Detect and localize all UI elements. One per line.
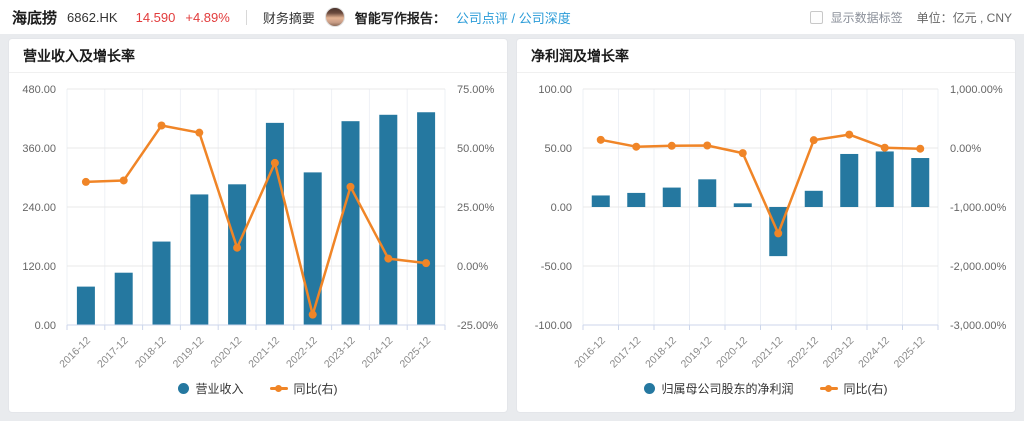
legend-line-marker-icon bbox=[819, 384, 838, 392]
stock-change-percent: +4.89% bbox=[185, 9, 230, 25]
stock-code: 6862.HK bbox=[67, 9, 118, 25]
ai-report-label: 智能写作报告： bbox=[354, 10, 446, 26]
svg-text:0.00: 0.00 bbox=[35, 320, 56, 332]
svg-text:1,000.00%: 1,000.00% bbox=[950, 84, 1003, 96]
company-comment-link[interactable]: 公司点评 bbox=[455, 10, 508, 26]
show-data-labels-checkbox[interactable] bbox=[809, 10, 823, 24]
left-axis-labels: 100.00 50.00 0.00 -50.00 -100.00 bbox=[535, 84, 572, 332]
svg-text:360.00: 360.00 bbox=[22, 143, 56, 155]
net-profit-chart-card: 净利润及增长率 100.00 50.00 0.00 -50.00 -100.00 1,00… bbox=[516, 38, 1016, 413]
right-axis-labels: 75.00% 50.00% 25.00% 0.00% -25.00% bbox=[457, 84, 498, 332]
svg-text:0.00: 0.00 bbox=[551, 202, 572, 214]
svg-text:2018-12: 2018-12 bbox=[133, 335, 169, 371]
legend-line-marker-icon bbox=[269, 384, 288, 392]
financial-summary-link[interactable]: 财务摘要 bbox=[262, 10, 315, 26]
x-axis bbox=[66, 324, 446, 330]
revenue-chart-card: 营业收入及增长率 480.00 360.00 240.00 120.00 0.00 75.… bbox=[8, 38, 508, 413]
svg-text:2017-12: 2017-12 bbox=[608, 335, 644, 371]
stock-info: 海底捞 6862.HK 14.590 +4.89% 财务摘要 智能写作报告： 公… bbox=[12, 7, 571, 28]
right-axis-labels: 1,000.00% 0.00% -1,000.00% -2,000.00% -3,000… bbox=[950, 84, 1006, 332]
net-profit-chart-legend: 归属母公司股东的净利润 同比(右) bbox=[517, 371, 1015, 405]
svg-text:2020-12: 2020-12 bbox=[714, 335, 750, 371]
legend-item-line-series[interactable]: 同比(右) bbox=[269, 380, 338, 397]
svg-text:2022-12: 2022-12 bbox=[284, 335, 320, 371]
top-bar: 海底捞 6862.HK 14.590 +4.89% 财务摘要 智能写作报告： 公… bbox=[0, 0, 1024, 34]
x-axis bbox=[582, 324, 939, 330]
legend-bar-marker-icon bbox=[644, 382, 656, 394]
svg-text:2025-12: 2025-12 bbox=[892, 335, 928, 371]
svg-text:-1,000.00%: -1,000.00% bbox=[950, 202, 1006, 214]
legend-label: 归属母公司股东的净利润 bbox=[661, 381, 794, 396]
svg-text:2021-12: 2021-12 bbox=[750, 335, 786, 371]
revenue-chart-svg: 480.00 360.00 240.00 120.00 0.00 75.00% 50.00%… bbox=[22, 84, 498, 371]
net-profit-chart-svg: 100.00 50.00 0.00 -50.00 -100.00 1,000.00% 0.0… bbox=[535, 84, 1007, 371]
bar-series bbox=[76, 112, 436, 325]
svg-text:120.00: 120.00 bbox=[22, 261, 56, 273]
report-link-separator: / bbox=[511, 10, 516, 26]
x-axis-labels: 2016-12 2017-12 2018-12 2019-12 2020-12 2021-… bbox=[572, 335, 927, 371]
stock-name: 海底捞 bbox=[12, 9, 58, 27]
svg-text:2021-12: 2021-12 bbox=[246, 335, 282, 371]
line-series bbox=[81, 121, 431, 319]
svg-text:240.00: 240.00 bbox=[22, 202, 56, 214]
svg-text:2022-12: 2022-12 bbox=[785, 335, 821, 371]
svg-text:-3,000.00%: -3,000.00% bbox=[950, 320, 1006, 332]
legend-label: 同比(右) bbox=[843, 381, 888, 396]
legend-label: 同比(右) bbox=[293, 381, 338, 396]
chart-title: 营业收入及增长率 bbox=[9, 39, 507, 73]
line-series bbox=[596, 130, 925, 238]
show-data-labels-label[interactable]: 显示数据标签 bbox=[830, 10, 903, 25]
svg-text:-2,000.00%: -2,000.00% bbox=[950, 261, 1006, 273]
legend-item-bar-series[interactable]: 归属母公司股东的净利润 bbox=[644, 380, 794, 397]
svg-text:2020-12: 2020-12 bbox=[208, 335, 244, 371]
svg-text:50.00%: 50.00% bbox=[457, 143, 495, 155]
svg-text:25.00%: 25.00% bbox=[457, 202, 495, 214]
ai-writer-avatar bbox=[324, 7, 345, 27]
svg-text:0.00%: 0.00% bbox=[457, 261, 488, 273]
svg-text:-50.00: -50.00 bbox=[541, 261, 572, 273]
x-axis-labels: 2016-12 2017-12 2018-12 2019-12 2020-12 2021-… bbox=[57, 335, 433, 371]
svg-text:2019-12: 2019-12 bbox=[679, 335, 715, 371]
legend-item-line-series[interactable]: 同比(右) bbox=[819, 380, 888, 397]
svg-text:-100.00: -100.00 bbox=[535, 320, 572, 332]
svg-text:75.00%: 75.00% bbox=[457, 84, 495, 96]
svg-text:2016-12: 2016-12 bbox=[572, 335, 608, 371]
svg-text:2016-12: 2016-12 bbox=[57, 335, 93, 371]
stock-price: 14.590 bbox=[135, 9, 176, 25]
svg-text:2023-12: 2023-12 bbox=[322, 335, 358, 371]
legend-item-bar-series[interactable]: 营业收入 bbox=[178, 380, 244, 397]
net-profit-chart: 100.00 50.00 0.00 -50.00 -100.00 1,000.00% 0.0… bbox=[517, 73, 1015, 371]
chart-options: 显示数据标签 单位：亿元 , CNY bbox=[809, 9, 1012, 26]
svg-text:0.00%: 0.00% bbox=[950, 143, 981, 155]
legend-label: 营业收入 bbox=[195, 381, 244, 396]
svg-text:2025-12: 2025-12 bbox=[397, 335, 433, 371]
svg-text:2017-12: 2017-12 bbox=[95, 335, 131, 371]
company-depth-link[interactable]: 公司深度 bbox=[518, 10, 571, 26]
svg-text:2024-12: 2024-12 bbox=[856, 335, 892, 371]
revenue-chart-legend: 营业收入 同比(右) bbox=[9, 371, 507, 405]
svg-text:480.00: 480.00 bbox=[22, 84, 56, 96]
svg-text:2024-12: 2024-12 bbox=[360, 335, 396, 371]
revenue-chart: 480.00 360.00 240.00 120.00 0.00 75.00% 50.00%… bbox=[9, 73, 507, 371]
svg-text:100.00: 100.00 bbox=[538, 84, 572, 96]
svg-text:50.00: 50.00 bbox=[544, 143, 572, 155]
svg-text:-25.00%: -25.00% bbox=[457, 320, 498, 332]
vertical-divider bbox=[245, 9, 247, 25]
chart-title: 净利润及增长率 bbox=[517, 39, 1015, 73]
left-axis-labels: 480.00 360.00 240.00 120.00 0.00 bbox=[22, 84, 56, 332]
charts-area: 营业收入及增长率 480.00 360.00 240.00 120.00 0.00 75.… bbox=[0, 34, 1024, 413]
legend-bar-marker-icon bbox=[178, 382, 190, 394]
svg-text:2018-12: 2018-12 bbox=[643, 335, 679, 371]
svg-text:2019-12: 2019-12 bbox=[171, 335, 207, 371]
svg-text:2023-12: 2023-12 bbox=[821, 335, 857, 371]
unit-label: 单位：亿元 , CNY bbox=[916, 10, 1012, 25]
